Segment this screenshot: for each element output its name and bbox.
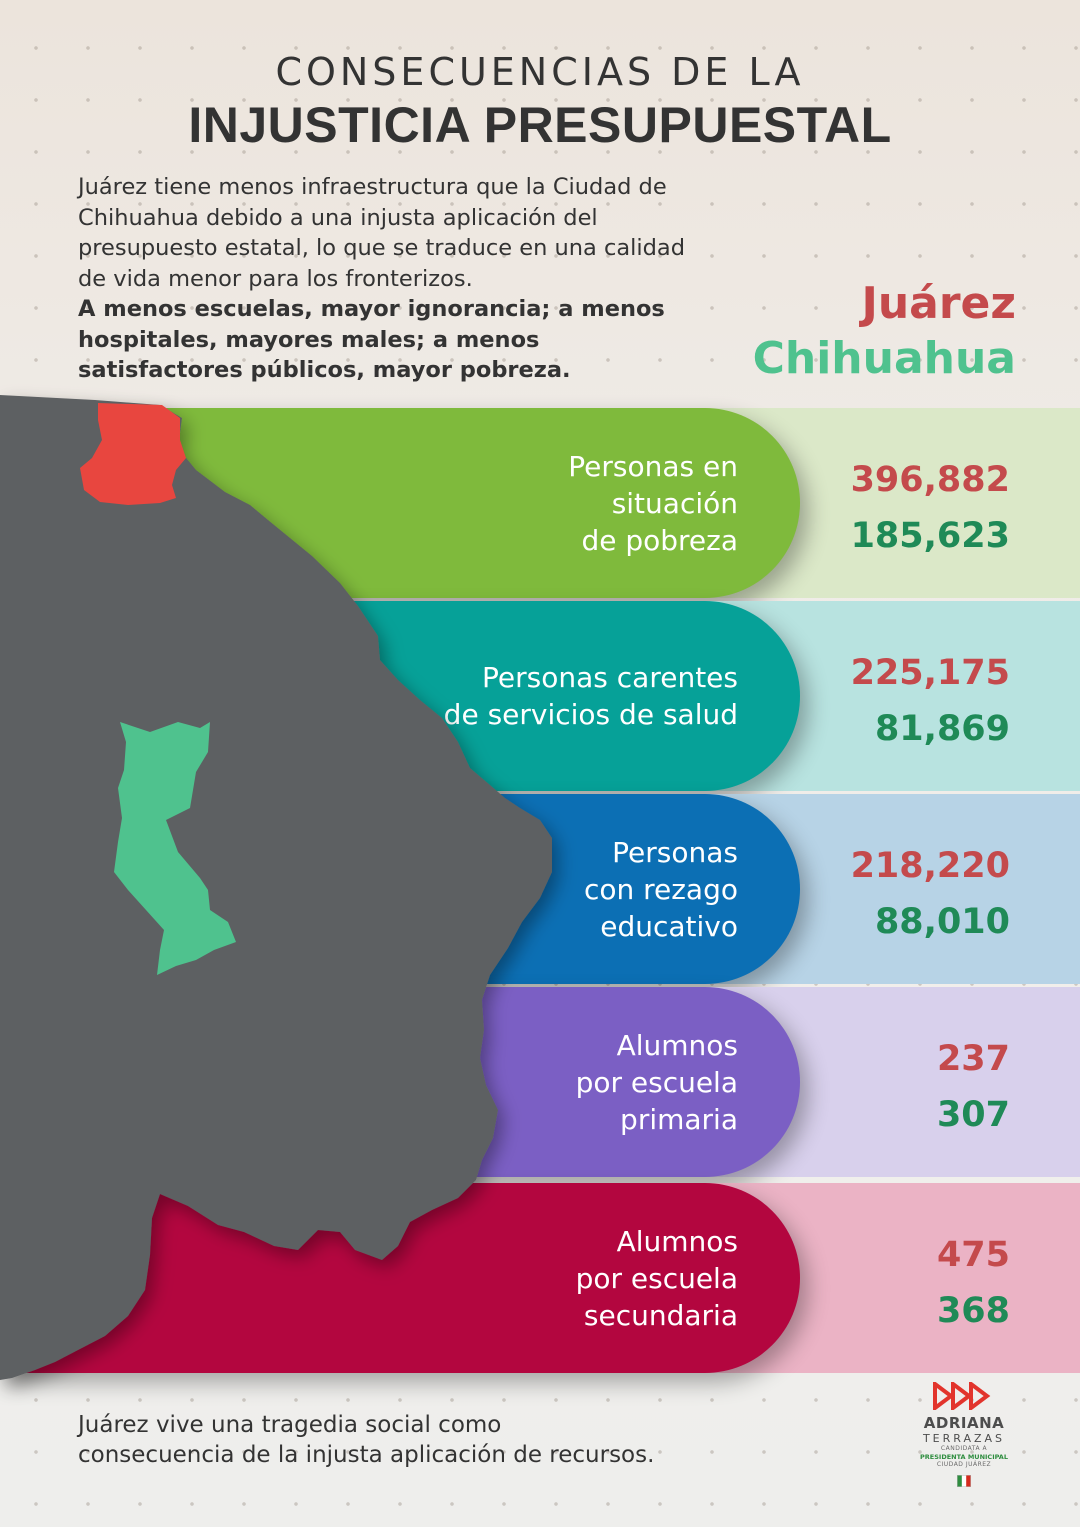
- juarez-region: [80, 403, 186, 505]
- value-chihuahua: 368: [936, 1291, 1010, 1331]
- campaign-logo: ADRIANA TERRAZAS CANDIDATA A PRESIDENTA …: [916, 1380, 1012, 1491]
- value-juarez: 475: [936, 1235, 1010, 1275]
- pri-icon: [956, 1474, 972, 1488]
- title-line2: INJUSTICIA PRESUPUESTAL: [188, 97, 892, 153]
- row-label: Personas en situación de pobreza: [568, 449, 738, 557]
- value-juarez: 218,220: [850, 846, 1010, 886]
- value-chihuahua: 88,010: [874, 902, 1010, 942]
- intro-paragraph: Juárez tiene menos infraestructura que l…: [78, 174, 685, 292]
- value-chihuahua: 307: [936, 1095, 1010, 1135]
- value-juarez: 237: [936, 1039, 1010, 1079]
- row-label: Alumnos por escuela primaria: [575, 1028, 738, 1136]
- row-label: Personas con rezago educativo: [583, 835, 738, 943]
- row-band: Alumnos por escuela secundaria 475 368: [0, 1183, 1080, 1373]
- value-juarez: 396,882: [850, 460, 1010, 500]
- logo-surname: TERRAZAS: [922, 1432, 1006, 1445]
- logo-line1: CANDIDATA A: [940, 1445, 988, 1452]
- row-values: 396,882 185,623: [851, 452, 1010, 564]
- row-label: Alumnos por escuela secundaria: [575, 1224, 738, 1332]
- intro-bold-paragraph: A menos escuelas, mayor ignorancia; a me…: [78, 296, 665, 383]
- row-values: 218,220 88,010: [851, 838, 1010, 950]
- chihuahua-region: [114, 722, 236, 975]
- title-line1: CONSECUENCIAS DE LA: [275, 50, 805, 94]
- logo-line2: PRESIDENTA MUNICIPAL: [920, 1453, 1008, 1461]
- value-chihuahua: 185,623: [850, 516, 1010, 556]
- value-chihuahua: 81,869: [874, 709, 1010, 749]
- legend-chihuahua: Chihuahua: [752, 333, 1016, 384]
- intro-text: Juárez tiene menos infraestructura que l…: [78, 172, 688, 386]
- footer-text: Juárez vive una tragedia social como con…: [78, 1412, 655, 1468]
- row-label: Personas carentes de servicios de salud: [443, 661, 738, 731]
- row-values: 225,175 81,869: [851, 645, 1010, 757]
- triple-triangle-logo-icon: [933, 1380, 991, 1412]
- row-values: 237 307: [937, 1031, 1010, 1143]
- logo-name: ADRIANA: [923, 1414, 1005, 1432]
- legend-juarez: Juárez: [861, 278, 1016, 329]
- state-shape: [0, 395, 552, 1380]
- value-juarez: 225,175: [850, 653, 1010, 693]
- row-values: 475 368: [937, 1227, 1010, 1339]
- logo-line3: CIUDAD JUÁREZ: [936, 1461, 992, 1468]
